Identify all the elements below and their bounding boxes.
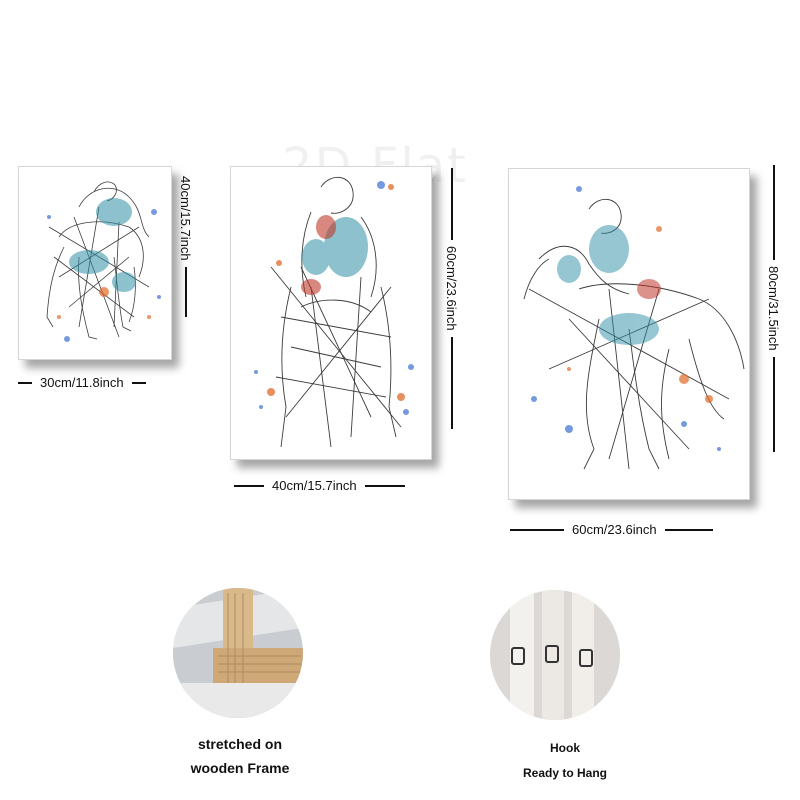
dimension-line — [234, 484, 264, 487]
dimension-line — [364, 484, 405, 487]
width-dimension-small: 30cm/11.8inch — [18, 375, 146, 390]
width-label: 30cm/11.8inch — [40, 375, 124, 390]
hook-photo — [490, 590, 620, 720]
frame-caption: stretched on wooden Frame — [160, 732, 320, 780]
hook-caption-line-2: Ready to Hang — [522, 766, 607, 780]
height-label: 80cm/31.5inch — [766, 266, 781, 351]
width-label: 40cm/15.7inch — [272, 478, 357, 493]
dimension-line — [450, 336, 453, 429]
dimension-line — [184, 266, 187, 317]
dimension-line — [772, 165, 775, 260]
dimension-line — [18, 381, 32, 384]
dimension-line — [772, 356, 775, 452]
dimension-line — [664, 528, 713, 531]
width-dimension-large: 60cm/23.6inch — [510, 522, 713, 537]
hook-illustration — [490, 590, 620, 720]
canvas-print-large — [508, 168, 750, 500]
jockey-artwork-medium — [254, 177, 414, 448]
height-dimension-medium: 60cm/23.6inch — [444, 168, 459, 456]
hook-caption: Hook Ready to Hang — [490, 736, 640, 786]
dimension-line — [510, 528, 564, 531]
height-dimension-small: 40cm/15.7inch — [178, 170, 193, 356]
wooden-frame-photo — [173, 588, 303, 718]
frame-caption-line-1: stretched on — [197, 736, 282, 752]
jockey-artwork-large — [523, 186, 745, 470]
height-label: 60cm/23.6inch — [444, 246, 459, 331]
height-dimension-large: 80cm/31.5inch — [766, 165, 781, 501]
dimension-line — [131, 381, 146, 384]
width-dimension-medium: 40cm/15.7inch — [234, 478, 405, 493]
width-label: 60cm/23.6inch — [572, 522, 657, 537]
jockey-artwork-small — [46, 181, 161, 342]
hook-caption-line-1: Hook — [550, 741, 580, 755]
wooden-frame-illustration — [173, 588, 303, 718]
canvas-print-medium — [230, 166, 432, 460]
height-label: 40cm/15.7inch — [178, 176, 193, 261]
canvas-print-small — [18, 166, 172, 360]
frame-caption-line-2: wooden Frame — [190, 760, 290, 776]
dimension-line — [450, 168, 453, 240]
